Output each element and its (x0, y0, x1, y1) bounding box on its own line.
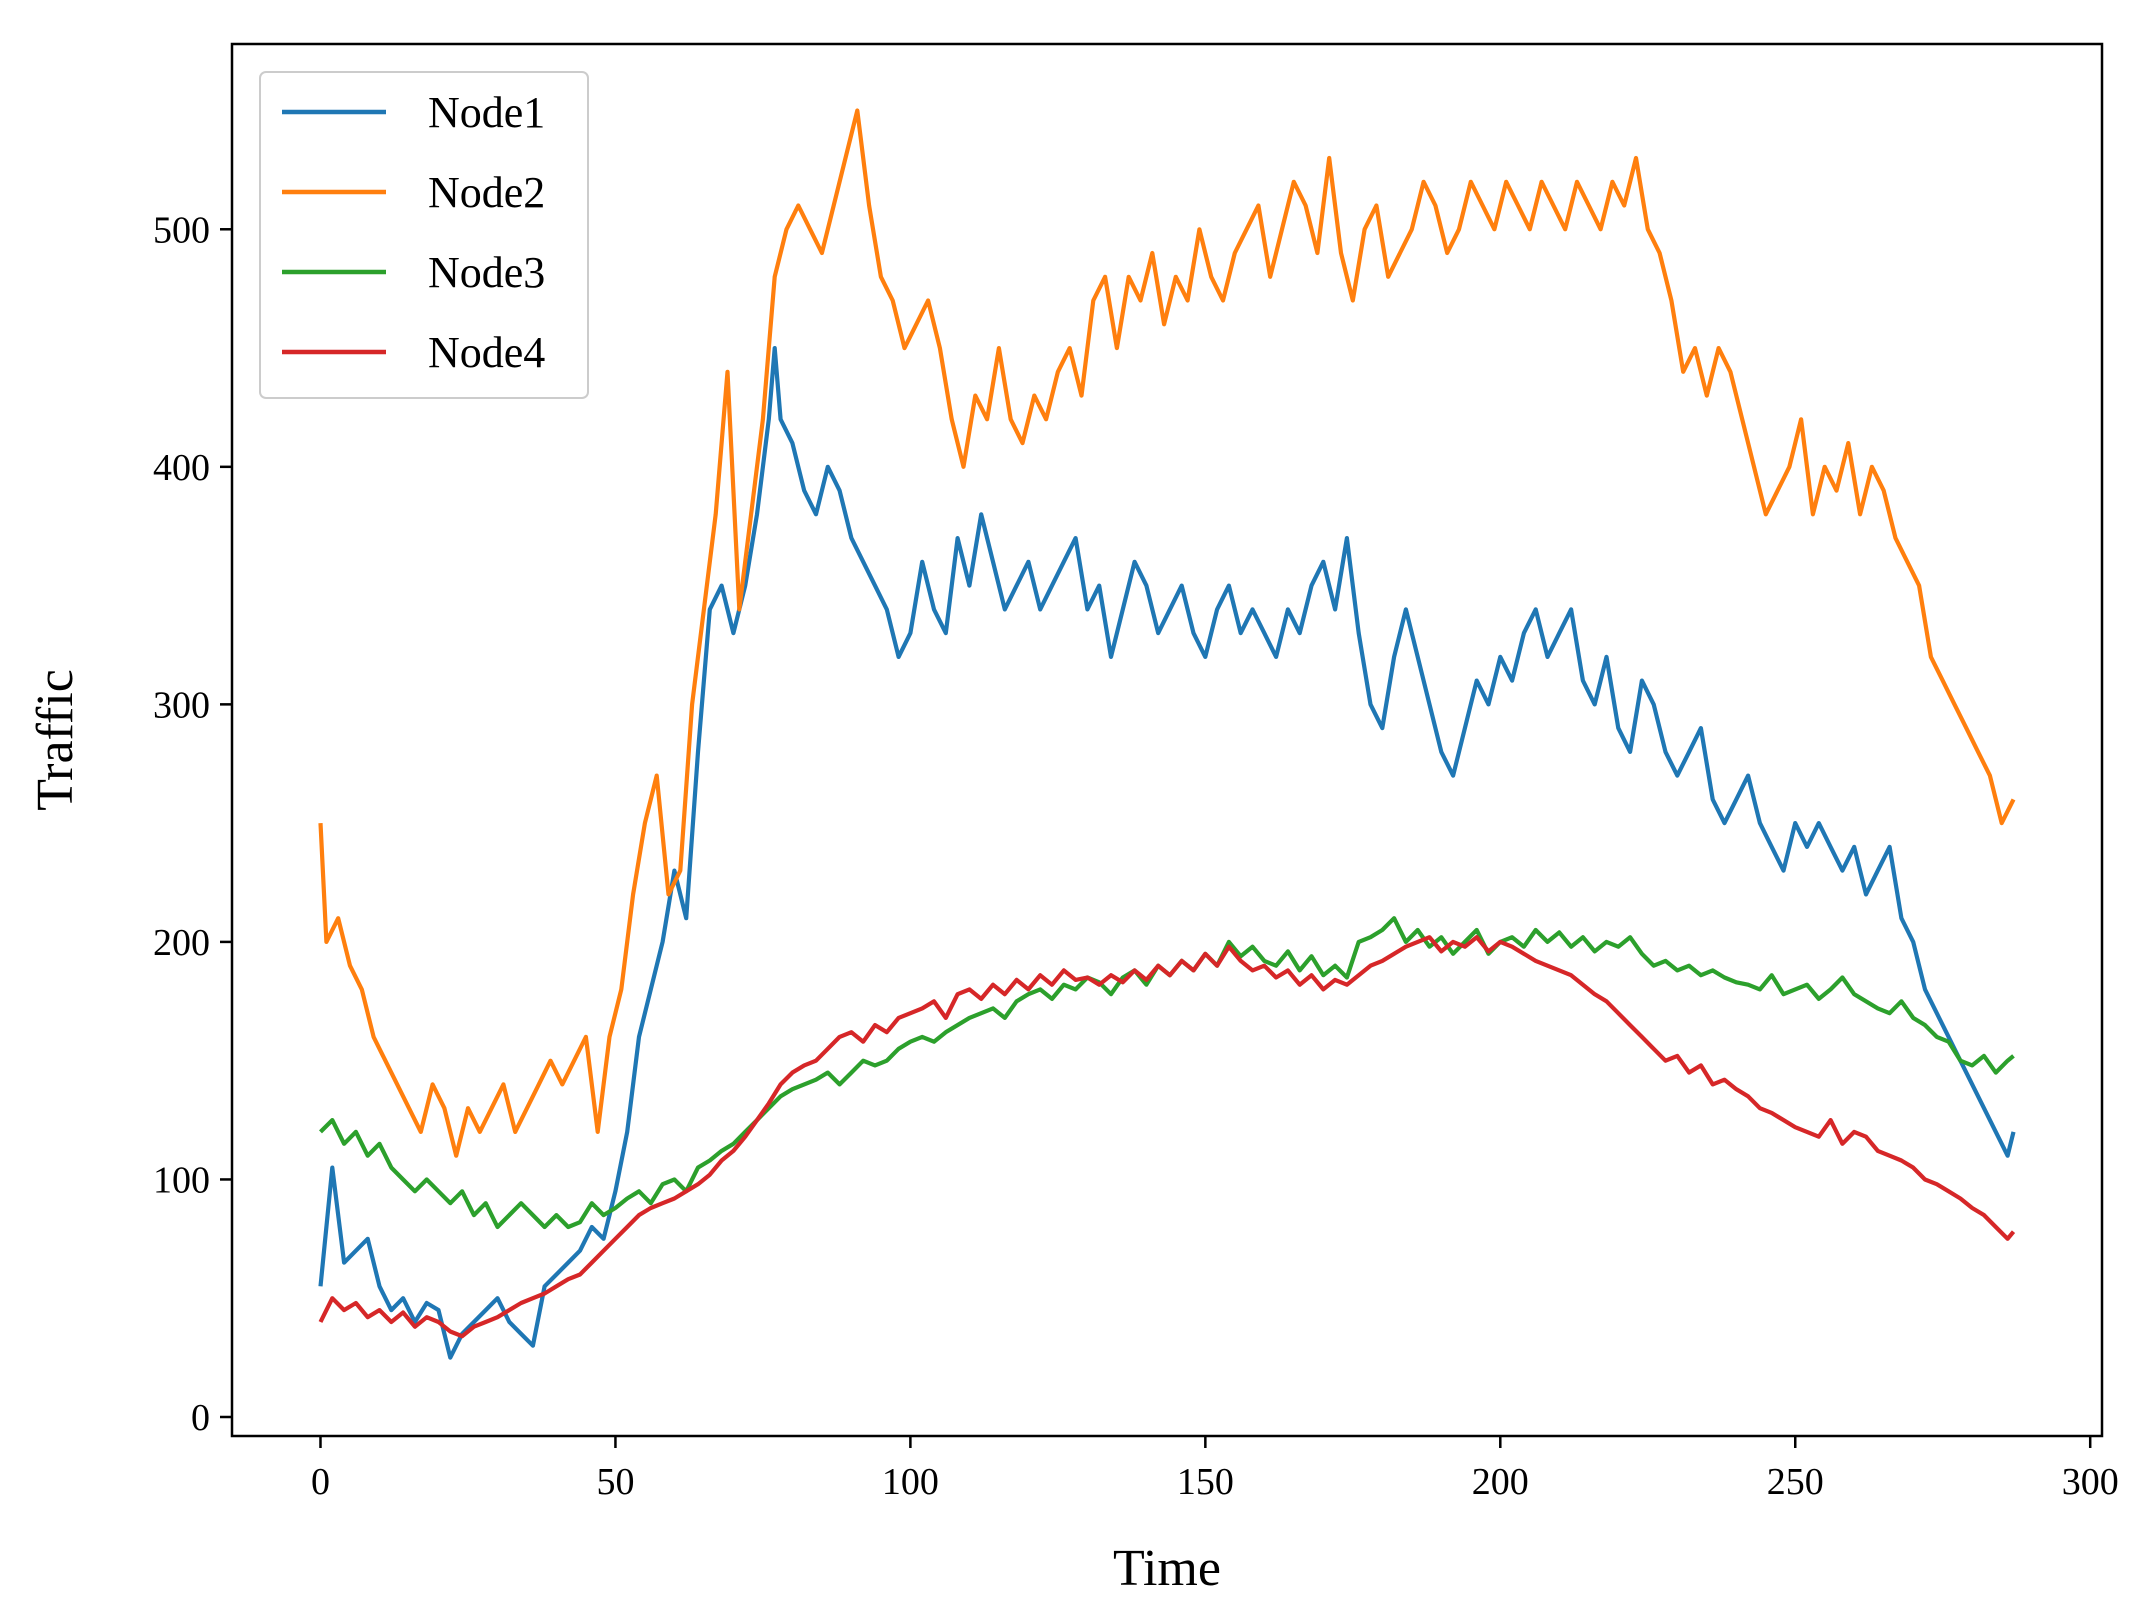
legend-label-node3: Node3 (428, 248, 545, 297)
x-axis-title: Time (1113, 1540, 1221, 1597)
x-tick-label: 300 (2062, 1461, 2119, 1503)
legend-label-node2: Node2 (428, 168, 545, 217)
series-layer (318, 108, 2016, 1360)
legend: Node1 Node2 Node3 Node4 (259, 71, 589, 399)
x-tick-label: 0 (311, 1461, 330, 1503)
x-tick-label: 150 (1177, 1461, 1234, 1503)
legend-label-node4: Node4 (428, 328, 545, 377)
y-tick-label: 400 (153, 447, 210, 489)
series-line-node2 (318, 108, 2016, 1158)
y-tick-label: 500 (153, 209, 210, 251)
y-axis-title: Traffic (27, 669, 84, 811)
plot-frame (230, 42, 2104, 1438)
y-tick-label: 0 (191, 1397, 210, 1439)
x-tick-label: 250 (1767, 1461, 1824, 1503)
y-tick-label: 300 (153, 684, 210, 726)
y-tick-label: 200 (153, 922, 210, 964)
x-tick-label: 200 (1472, 1461, 1529, 1503)
legend-label-node1: Node1 (428, 88, 545, 137)
series-line-node1 (318, 346, 2016, 1360)
y-tick-label: 100 (153, 1159, 210, 1201)
legend-frame (259, 71, 589, 399)
x-tick-label: 100 (882, 1461, 939, 1503)
series-line-node4 (318, 935, 2016, 1339)
x-axis: 0 50 100 150 200 250 300 (311, 1436, 2119, 1503)
x-tick-label: 50 (596, 1461, 634, 1503)
y-axis: 0 100 200 300 400 500 (153, 209, 232, 1439)
